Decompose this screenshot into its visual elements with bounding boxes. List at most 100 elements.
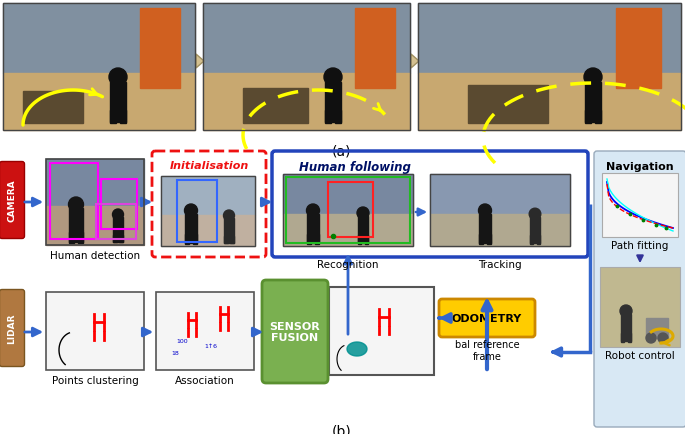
Bar: [336, 111, 341, 124]
Bar: [113, 235, 116, 243]
Bar: [69, 232, 74, 243]
Bar: [69, 209, 83, 243]
Bar: [3, 4, 195, 74]
Bar: [283, 214, 413, 247]
Circle shape: [184, 204, 197, 217]
FancyBboxPatch shape: [0, 290, 25, 367]
Text: CAMERA: CAMERA: [8, 179, 16, 222]
Bar: [530, 217, 540, 243]
Text: (b): (b): [332, 424, 352, 434]
Bar: [430, 214, 570, 247]
Bar: [283, 174, 413, 214]
Bar: [536, 236, 540, 244]
Text: bal reference
frame: bal reference frame: [455, 339, 519, 361]
Text: ODOMETRY: ODOMETRY: [452, 313, 522, 323]
Bar: [185, 214, 197, 243]
Bar: [325, 111, 331, 124]
Circle shape: [112, 210, 123, 220]
Text: Tracking: Tracking: [478, 260, 522, 270]
Bar: [595, 111, 601, 124]
Bar: [23, 92, 83, 124]
Bar: [479, 235, 483, 244]
Circle shape: [223, 210, 234, 221]
Bar: [479, 214, 491, 243]
Bar: [192, 235, 197, 244]
Bar: [140, 9, 180, 89]
Bar: [243, 89, 308, 124]
Text: Robot control: Robot control: [605, 350, 675, 360]
FancyArrow shape: [411, 55, 419, 69]
FancyBboxPatch shape: [262, 280, 328, 383]
Bar: [121, 111, 126, 124]
Text: Navigation: Navigation: [606, 161, 674, 171]
Bar: [224, 236, 227, 244]
FancyArrow shape: [196, 55, 204, 69]
Bar: [314, 235, 319, 244]
Text: SENSOR
FUSION: SENSOR FUSION: [270, 321, 321, 342]
Bar: [110, 82, 126, 123]
Text: Association: Association: [175, 375, 235, 385]
Bar: [307, 235, 311, 244]
Bar: [627, 333, 632, 342]
Text: Path fitting: Path fitting: [611, 240, 669, 250]
Circle shape: [620, 305, 632, 317]
Text: (a): (a): [332, 145, 352, 159]
Bar: [616, 9, 661, 89]
Circle shape: [658, 333, 668, 343]
Bar: [46, 160, 144, 207]
Text: 100: 100: [176, 338, 188, 343]
Circle shape: [306, 204, 319, 217]
Text: Human detection: Human detection: [50, 250, 140, 260]
FancyBboxPatch shape: [600, 267, 680, 347]
Circle shape: [479, 204, 492, 217]
Bar: [621, 333, 625, 342]
FancyBboxPatch shape: [0, 162, 25, 239]
Bar: [203, 4, 410, 74]
Circle shape: [109, 69, 127, 87]
Polygon shape: [347, 342, 367, 356]
Bar: [325, 82, 341, 123]
FancyBboxPatch shape: [329, 287, 434, 375]
Bar: [418, 4, 681, 74]
Circle shape: [357, 207, 369, 220]
Circle shape: [530, 209, 540, 220]
Text: 1↑6: 1↑6: [204, 343, 217, 348]
Bar: [468, 86, 548, 124]
Text: 18: 18: [171, 350, 179, 355]
Circle shape: [68, 197, 84, 213]
Bar: [110, 111, 116, 124]
Bar: [358, 235, 362, 244]
Bar: [230, 236, 234, 244]
Bar: [307, 214, 319, 243]
Bar: [585, 82, 601, 123]
FancyBboxPatch shape: [594, 151, 685, 427]
Bar: [161, 177, 255, 215]
Circle shape: [646, 333, 656, 343]
Bar: [621, 314, 632, 341]
Bar: [3, 74, 195, 131]
Bar: [113, 218, 123, 243]
Bar: [646, 318, 668, 338]
Text: Human following: Human following: [299, 161, 411, 174]
Text: Points clustering: Points clustering: [51, 375, 138, 385]
Bar: [161, 215, 255, 247]
Bar: [530, 236, 534, 244]
Bar: [364, 235, 369, 244]
Text: Recognition: Recognition: [317, 260, 379, 270]
Circle shape: [584, 69, 602, 87]
Text: LIDAR: LIDAR: [8, 313, 16, 343]
Bar: [46, 207, 144, 246]
FancyBboxPatch shape: [439, 299, 535, 337]
Bar: [358, 217, 369, 243]
Bar: [585, 111, 590, 124]
FancyBboxPatch shape: [602, 174, 678, 237]
FancyBboxPatch shape: [156, 293, 254, 370]
Bar: [430, 174, 570, 214]
Bar: [203, 74, 410, 131]
FancyBboxPatch shape: [46, 293, 144, 370]
Bar: [355, 9, 395, 89]
Text: Initialisation: Initialisation: [169, 161, 249, 171]
Bar: [185, 235, 189, 244]
Bar: [224, 219, 234, 243]
Bar: [78, 232, 83, 243]
